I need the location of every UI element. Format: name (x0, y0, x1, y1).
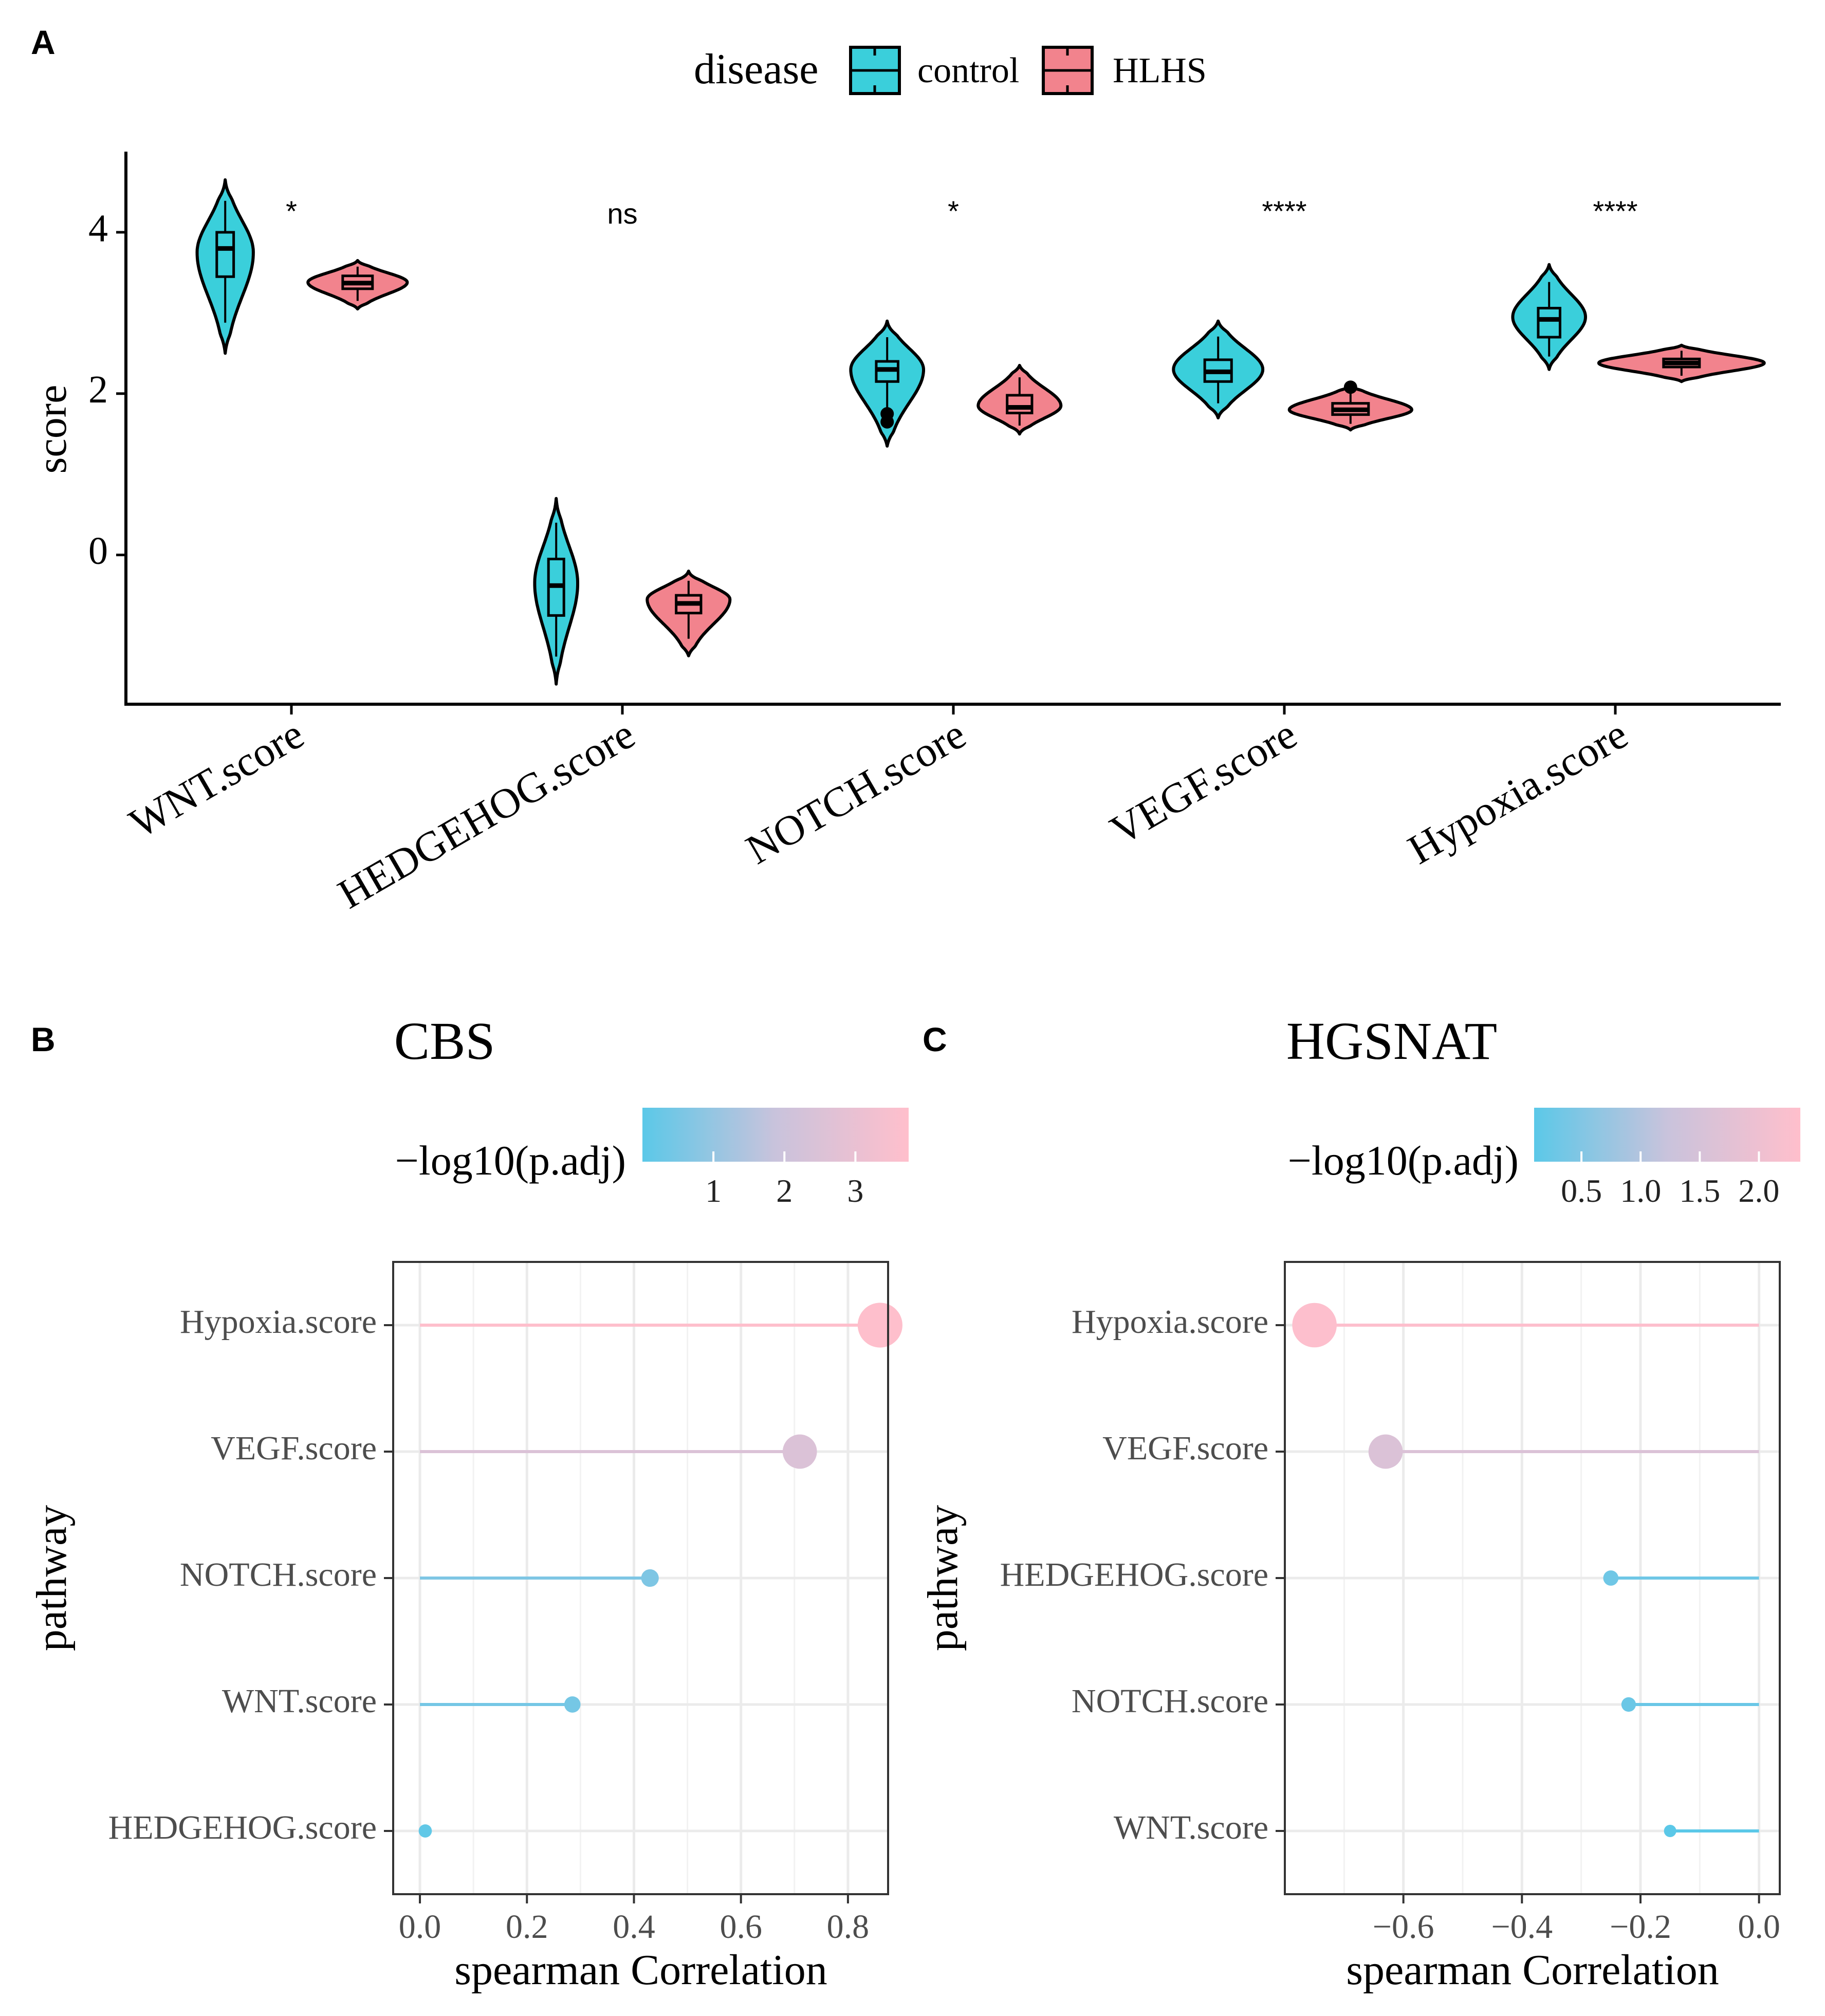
violin-marks (195, 178, 1766, 686)
point-wnt (564, 1696, 581, 1713)
point-hypoxia (1292, 1303, 1337, 1348)
point-notch (641, 1569, 659, 1587)
x-tick-label-b-3: 0.6 (720, 1908, 762, 1946)
x-tick-label-hedgehog: HEDGEHOG.score (330, 710, 642, 918)
x-ticks: WNT.score HEDGEHOG.score NOTCH.score VEG… (121, 704, 1635, 918)
x-tick-label-b-0: 0.0 (399, 1908, 441, 1946)
colorbar-gradient-c (1534, 1108, 1800, 1162)
significance-hypoxia: **** (1593, 195, 1637, 227)
colorbar-title-c: −log10(p.adj) (1288, 1137, 1519, 1184)
outlier-control-notch-1 (880, 415, 894, 429)
panel-label-b: B (31, 1020, 56, 1058)
box-hlhs-notch (1006, 394, 1034, 414)
y-tick-label-2: 2 (88, 368, 108, 411)
plot-title-cbs: CBS (394, 1012, 495, 1071)
y-tick-label-b-notch: NOTCH.score (180, 1556, 377, 1593)
y-axis-label-b: pathway (28, 1505, 76, 1652)
panel-label-c: C (923, 1020, 947, 1058)
colorbar-tick-label-c-0: 0.5 (1561, 1172, 1602, 1209)
point-hedgehog (418, 1824, 432, 1838)
legend-label-hlhs: HLHS (1113, 51, 1207, 90)
point-notch (1621, 1697, 1636, 1712)
x-tick-label-b-2: 0.4 (613, 1908, 655, 1946)
x-tick-label-b-4: 0.8 (827, 1908, 870, 1946)
y-tick-label-4: 4 (88, 207, 108, 250)
x-tick-label-c-3: 0.0 (1738, 1908, 1780, 1946)
legend: disease control HLHS (694, 45, 1207, 95)
x-axis-label-b: spearman Correlation (454, 1946, 827, 1994)
colorbar-tick-label-b-3: 3 (847, 1172, 863, 1209)
point-hypoxia (857, 1303, 902, 1348)
legend-key-hlhs (1042, 46, 1094, 95)
point-vegf (1368, 1434, 1403, 1469)
point-wnt (1664, 1825, 1676, 1837)
lollipop-marks-c (1292, 1303, 1759, 1837)
box-control-wnt (215, 231, 235, 278)
panel-a: A disease control HLHS score (28, 23, 1781, 918)
colorbar-tick-label-c-3: 2.0 (1738, 1172, 1779, 1209)
plot-title-hgsnat: HGSNAT (1286, 1012, 1497, 1071)
x-axis-c: −0.6 −0.4 −0.2 0.0 (1373, 1894, 1780, 1946)
y-tick-label-c-hedgehog: HEDGEHOG.score (1000, 1556, 1268, 1593)
x-tick-label-hypoxia: Hypoxia.score (1400, 710, 1635, 873)
significance-labels: * ns * **** **** (286, 195, 1637, 230)
colorbar-title-b: −log10(p.adj) (395, 1137, 626, 1184)
legend-label-control: control (917, 51, 1019, 90)
colorbar-tick-label-b-2: 2 (776, 1172, 792, 1209)
y-tick-label-c-wnt: WNT.score (1114, 1809, 1268, 1846)
y-tick-label-0: 0 (88, 529, 108, 573)
box-control-hypoxia (1537, 306, 1561, 339)
x-axis-label-c: spearman Correlation (1346, 1946, 1719, 1994)
y-tick-label-b-hypoxia: Hypoxia.score (180, 1303, 377, 1341)
significance-vegf: **** (1262, 195, 1306, 227)
legend-key-control (849, 46, 901, 95)
y-axis-label: score (28, 384, 75, 473)
significance-notch: * (948, 195, 959, 227)
x-tick-label-c-1: −0.4 (1491, 1908, 1553, 1946)
y-tick-label-b-hedgehog: HEDGEHOG.score (108, 1809, 377, 1846)
panel-label-a: A (31, 23, 56, 61)
x-tick-label-vegf: VEGF.score (1102, 710, 1304, 854)
x-tick-label-c-0: −0.6 (1373, 1908, 1434, 1946)
colorbar-b: −log10(p.adj) 1 2 3 (395, 1108, 909, 1209)
significance-wnt: * (286, 195, 297, 227)
x-axis-b: 0.0 0.2 0.4 0.6 0.8 (399, 1894, 869, 1946)
y-axis-label-c: pathway (919, 1505, 967, 1652)
significance-hedgehog: ns (607, 197, 637, 230)
panel-c: C HGSNAT −log10(p.adj) 0.5 1.0 1.5 2.0 H… (919, 1012, 1800, 1994)
colorbar-gradient-b (642, 1108, 909, 1162)
y-tick-label-b-vegf: VEGF.score (211, 1429, 377, 1467)
outlier-hlhs-vegf-0 (1343, 380, 1357, 394)
colorbar-c: −log10(p.adj) 0.5 1.0 1.5 2.0 (1288, 1108, 1800, 1209)
x-tick-label-b-1: 0.2 (506, 1908, 548, 1946)
legend-title: disease (694, 45, 819, 93)
y-axis-c: Hypoxia.score VEGF.score HEDGEHOG.score … (1000, 1303, 1285, 1846)
colorbar-tick-label-b-1: 1 (705, 1172, 722, 1209)
point-hedgehog (1603, 1570, 1619, 1586)
point-vegf (782, 1434, 817, 1469)
colorbar-tick-label-c-2: 1.5 (1679, 1172, 1720, 1209)
y-axis-b: Hypoxia.score VEGF.score NOTCH.score WNT… (108, 1303, 393, 1846)
y-ticks: 4 2 0 (88, 207, 126, 573)
lollipop-marks-b (418, 1303, 902, 1838)
y-tick-label-c-vegf: VEGF.score (1102, 1429, 1268, 1467)
x-tick-label-c-2: −0.2 (1610, 1908, 1671, 1946)
y-tick-label-b-wnt: WNT.score (222, 1682, 377, 1720)
x-tick-label-notch: NOTCH.score (738, 710, 973, 873)
y-tick-label-c-notch: NOTCH.score (1072, 1682, 1268, 1720)
y-tick-label-c-hypoxia: Hypoxia.score (1072, 1303, 1268, 1341)
panel-b: B CBS −log10(p.adj) 1 2 3 Hypoxia.score … (28, 1012, 909, 1994)
x-tick-label-wnt: WNT.score (121, 710, 311, 847)
colorbar-tick-label-c-1: 1.0 (1620, 1172, 1661, 1209)
